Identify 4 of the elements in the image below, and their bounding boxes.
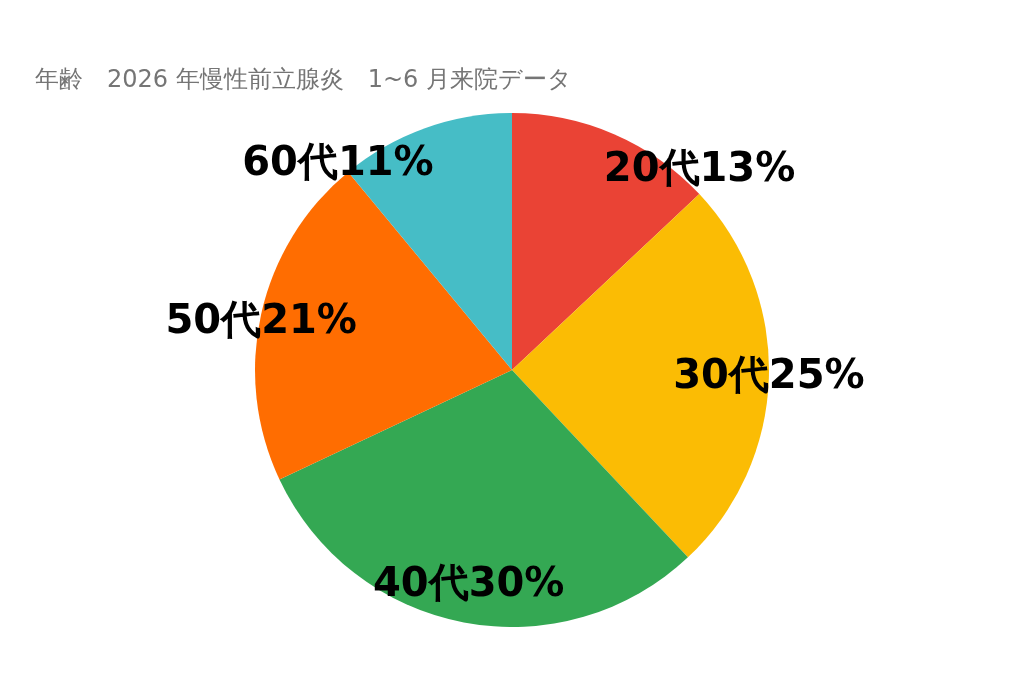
slice-label: 50代21% bbox=[165, 296, 357, 343]
pie-slice bbox=[512, 194, 769, 558]
slice-label: 40代30% bbox=[372, 558, 565, 605]
chart-title: 年齢 2026 年慢性前立腺炎 1~6 月来院データ bbox=[35, 65, 572, 93]
